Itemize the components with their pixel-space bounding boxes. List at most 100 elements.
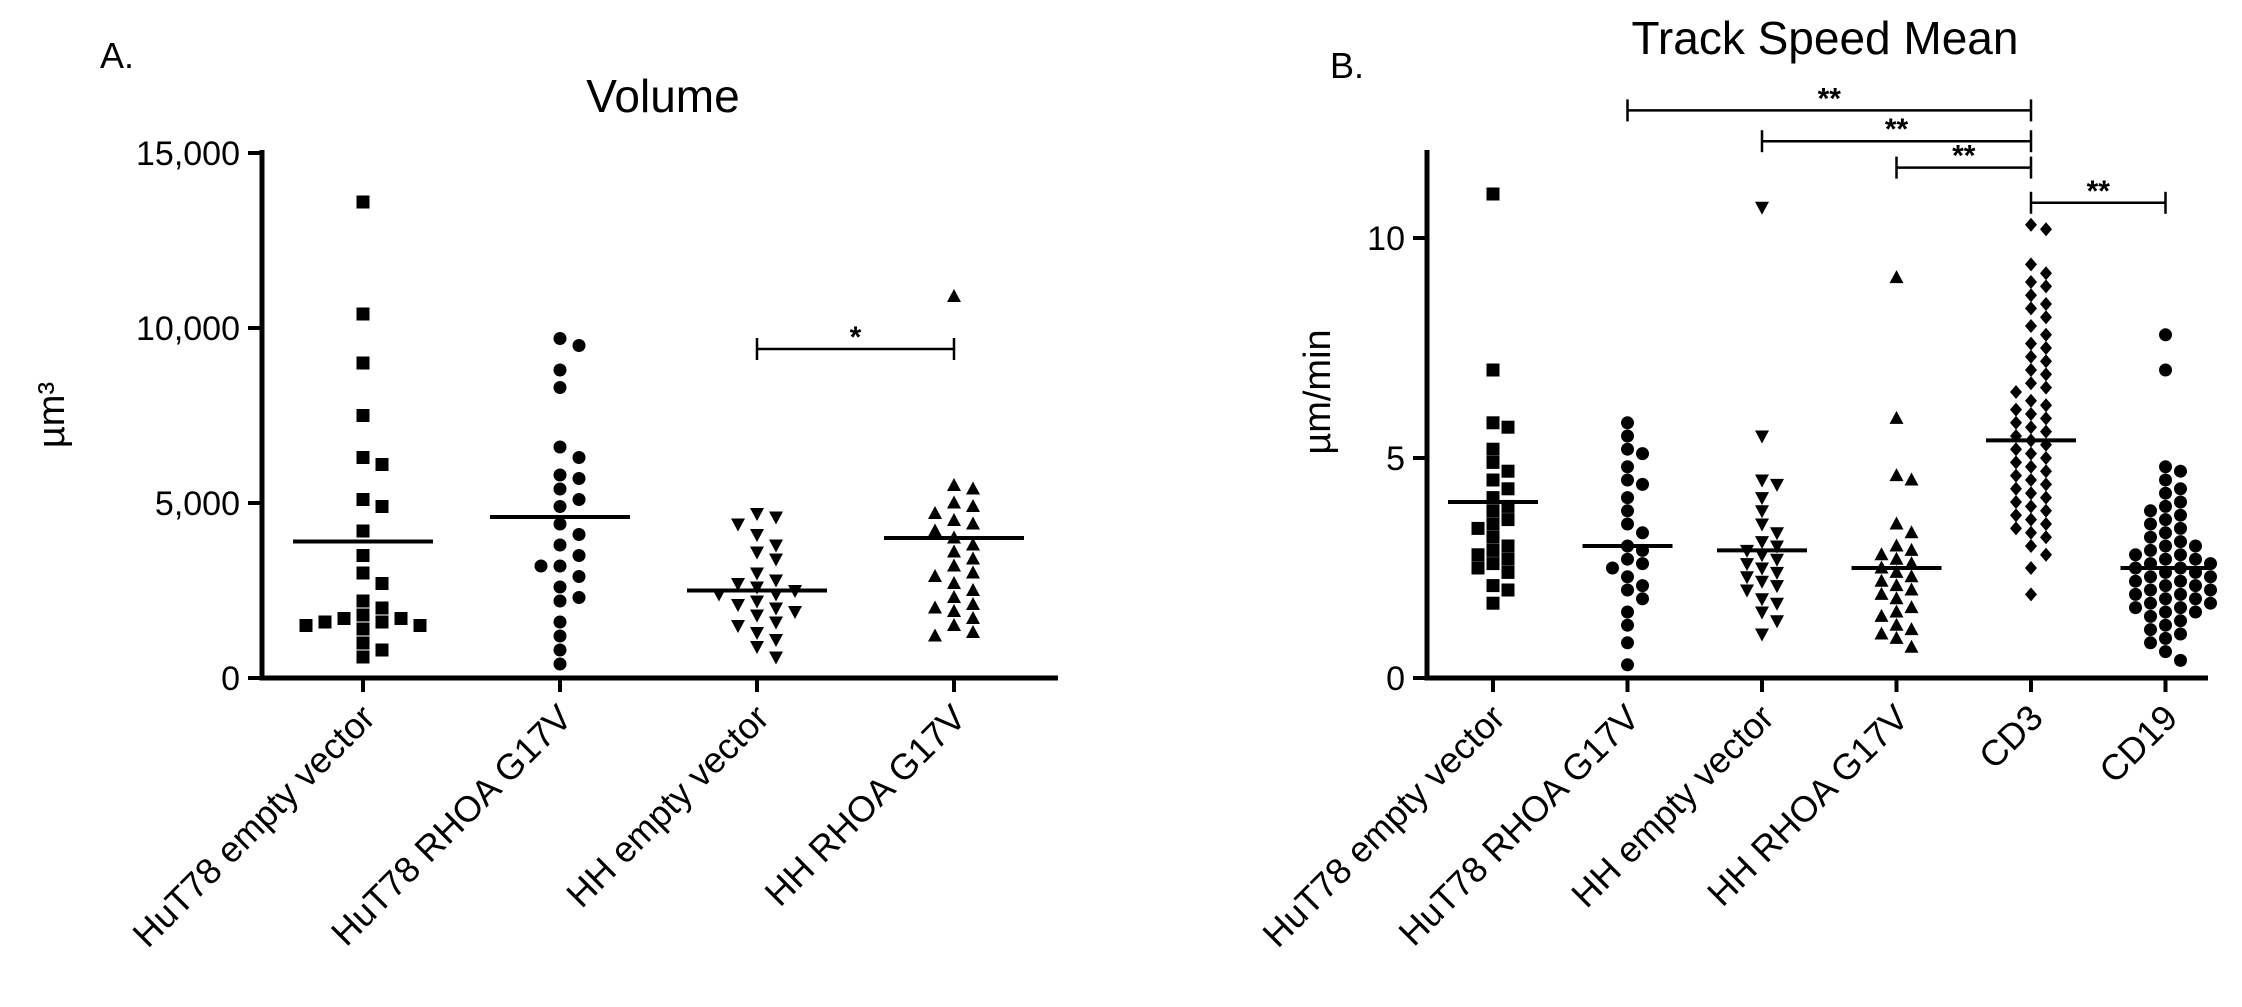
data-point [2025, 349, 2037, 364]
data-point [1621, 504, 1634, 518]
data-point [553, 580, 567, 594]
data-point [2025, 459, 2037, 474]
data-point [2040, 517, 2052, 531]
data-point [1486, 557, 1500, 571]
x-tick-label: HH RHOA G17V [757, 697, 974, 914]
data-point [2189, 592, 2202, 606]
data-point [1889, 578, 1904, 592]
data-point [1621, 570, 1634, 584]
data-point [1874, 573, 1889, 587]
data-point [2174, 601, 2187, 615]
data-point [1889, 604, 1904, 618]
data-point [1755, 628, 1769, 642]
data-point [1486, 530, 1500, 544]
data-point [2159, 552, 2172, 566]
data-point [356, 409, 370, 422]
data-point [2040, 477, 2052, 492]
data-point [1770, 597, 1784, 611]
data-point [1770, 478, 1784, 492]
data-point [928, 600, 942, 614]
data-point [2025, 301, 2037, 316]
data-point [375, 577, 389, 590]
data-point [2040, 341, 2052, 355]
y-tick-label: 15,000 [136, 135, 240, 173]
data-point [947, 478, 961, 491]
data-point [2025, 539, 2037, 553]
data-point [2025, 393, 2037, 408]
data-point [2129, 574, 2142, 588]
data-point [1755, 474, 1769, 488]
data-point [572, 493, 586, 506]
data-point [2010, 468, 2022, 483]
data-point [750, 581, 764, 595]
data-point [1755, 430, 1769, 444]
data-point [947, 604, 961, 617]
data-point [1621, 636, 1634, 650]
data-point [947, 558, 961, 572]
data-point [1755, 518, 1769, 532]
data-point [2159, 592, 2172, 606]
data-point [1904, 582, 1919, 596]
data-point [1501, 513, 1515, 527]
data-point [356, 566, 370, 580]
data-point [2144, 530, 2157, 544]
data-point [1889, 617, 1904, 631]
data-point [2159, 473, 2172, 487]
data-point [966, 537, 980, 551]
data-point [2025, 319, 2037, 333]
data-point [947, 495, 961, 509]
data-point [2144, 570, 2157, 584]
data-point [2040, 424, 2052, 439]
data-point [2144, 596, 2157, 610]
data-point [1471, 561, 1485, 575]
data-point [2040, 367, 2052, 382]
data-point [2159, 526, 2172, 540]
data-point [769, 651, 783, 665]
data-point [2159, 513, 2172, 527]
y-tick-label: 0 [1386, 660, 1405, 698]
significance-label: * [850, 321, 862, 354]
data-point [1621, 416, 1634, 430]
x-tick-label: HH empty vector [558, 697, 777, 916]
data-point [1486, 363, 1500, 377]
x-tick-label: HuT78 empty vector [1254, 697, 1512, 955]
data-point [2040, 547, 2052, 562]
x-tick-label: CD19 [2091, 697, 2185, 791]
data-point [1904, 556, 1919, 570]
data-point [2144, 623, 2157, 637]
data-point [337, 612, 351, 625]
data-point [2174, 574, 2187, 588]
data-point [947, 544, 961, 558]
data-point [928, 569, 942, 582]
data-point [553, 440, 567, 454]
data-point [356, 524, 370, 538]
panel-b-title: Track Speed Mean [1632, 12, 2019, 64]
significance-label: ** [1818, 82, 1842, 115]
data-point [2144, 504, 2157, 518]
data-point [1904, 639, 1919, 653]
data-point [2010, 455, 2022, 470]
data-point [2040, 310, 2052, 325]
data-point [769, 602, 783, 616]
data-point [553, 629, 567, 643]
data-point [750, 627, 764, 640]
data-point [966, 611, 980, 624]
data-point [1636, 477, 1649, 491]
data-point [966, 565, 980, 579]
data-point [769, 553, 783, 567]
x-tick-label: HuT78 RHOA G17V [1390, 697, 1647, 954]
data-point [356, 549, 370, 562]
data-point [2174, 627, 2187, 641]
data-point [2010, 415, 2022, 430]
data-point [534, 559, 548, 573]
data-point [375, 601, 389, 615]
data-point [356, 195, 370, 209]
data-point [553, 482, 567, 496]
data-point [2025, 363, 2037, 377]
significance-label: ** [1952, 140, 1976, 173]
data-point [356, 307, 370, 321]
data-point [2189, 605, 2202, 619]
panel-a-title: Volume [586, 70, 739, 122]
data-point [1501, 482, 1515, 496]
